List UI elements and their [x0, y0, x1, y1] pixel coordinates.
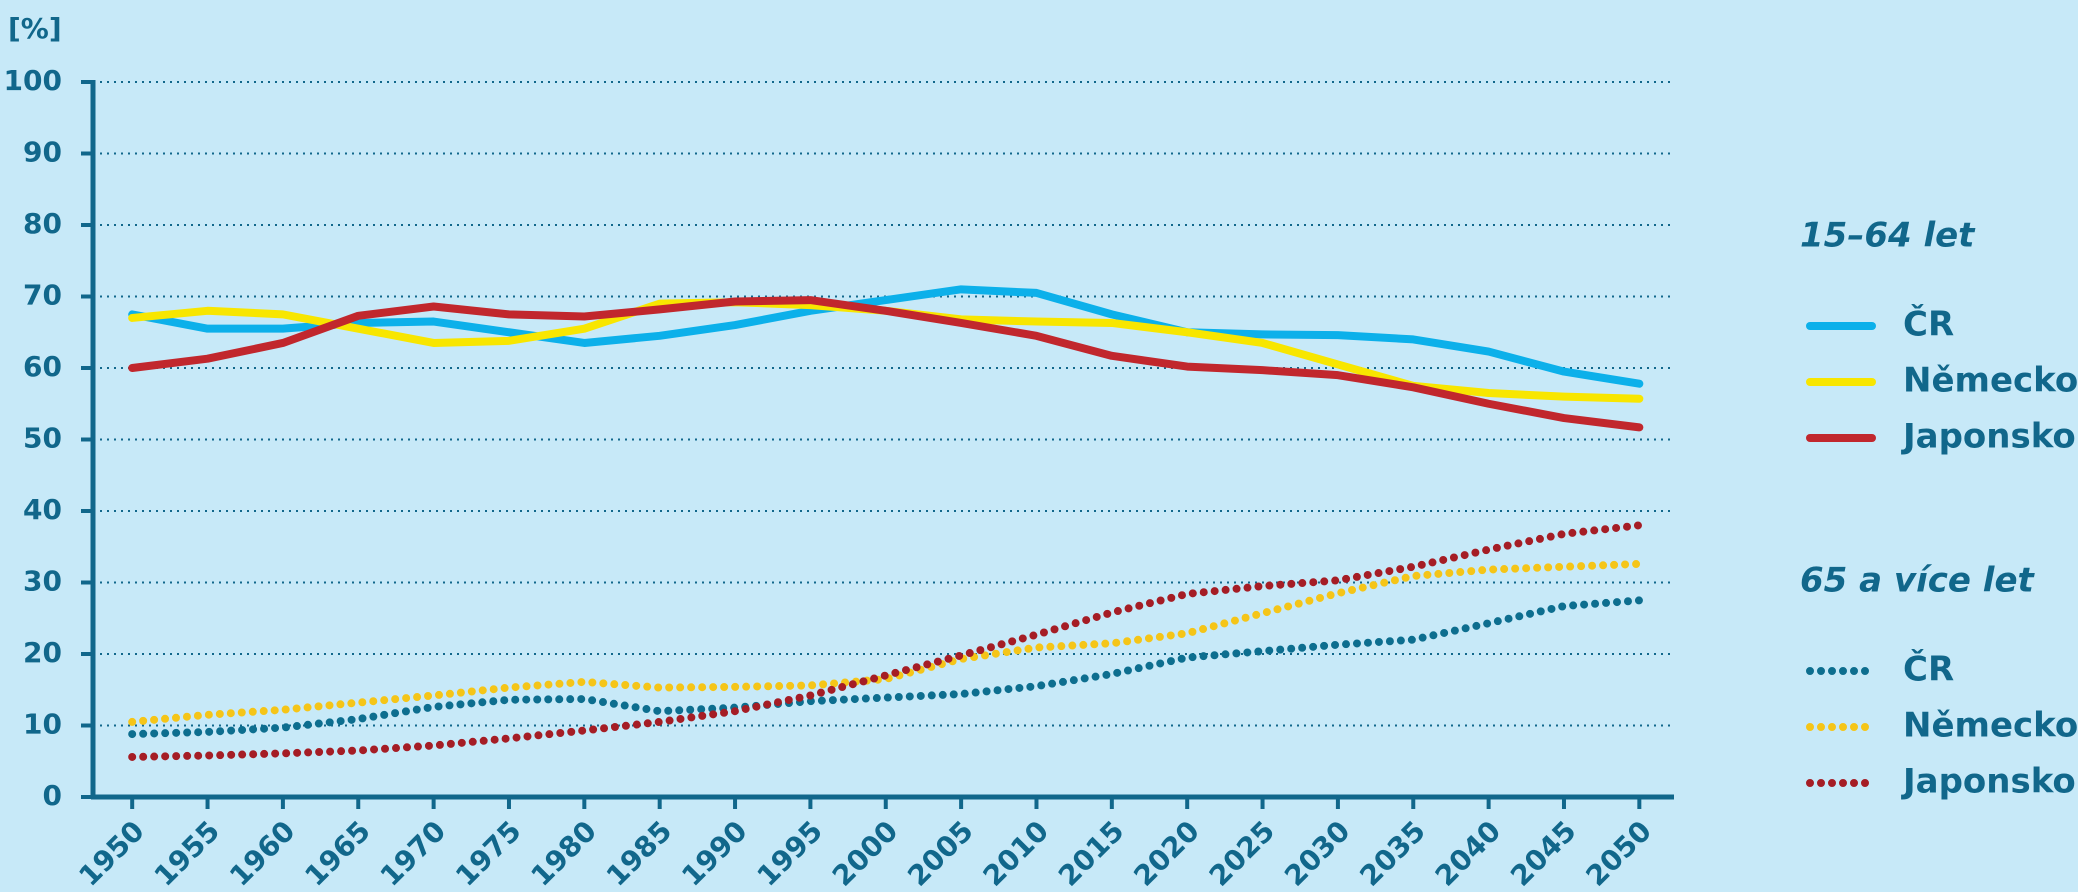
x-tick-label: 1955	[148, 814, 226, 892]
legend-group-title: 15–64 let	[1800, 216, 1976, 256]
x-tick-label: 2030	[1278, 814, 1356, 892]
legend-label: ČR	[1903, 304, 1954, 345]
data-line	[128, 285, 1644, 388]
x-tick-label: 2000	[826, 814, 904, 892]
y-tick-label: 50	[23, 422, 62, 455]
legend-label: Japonsko	[1901, 762, 2076, 802]
x-tick-label: 1960	[223, 814, 301, 892]
x-tick-label: 1980	[524, 814, 602, 892]
y-tick-label: 60	[23, 350, 62, 383]
y-tick-label: 30	[23, 565, 62, 598]
x-tick-label: 1990	[675, 814, 753, 892]
legend-label: Německo	[1903, 361, 2078, 401]
y-tick-label: 100	[4, 64, 62, 97]
legend-group-title: 65 a více let	[1800, 561, 2036, 601]
data-line	[128, 296, 1644, 432]
y-tick-label: 80	[23, 207, 62, 240]
x-tick-label: 2045	[1504, 814, 1582, 892]
x-tick-label: 2020	[1127, 814, 1205, 892]
data-line	[128, 596, 1644, 739]
x-tick-label: 2040	[1429, 814, 1507, 892]
y-tick-label: 10	[23, 708, 62, 741]
x-tick-label: 1995	[751, 814, 829, 892]
x-tick-label: 1985	[600, 814, 678, 892]
x-tick-label: 1965	[298, 814, 376, 892]
y-tick-label: 20	[23, 636, 62, 669]
x-tick-label: 2050	[1579, 814, 1657, 892]
y-tick-label: 40	[23, 493, 62, 526]
legend-label: ČR	[1903, 649, 1954, 690]
legend-label: Japonsko	[1901, 417, 2076, 457]
data-line	[128, 521, 1644, 761]
x-tick-label: 1975	[449, 814, 527, 892]
x-tick-label: 1970	[374, 814, 452, 892]
y-tick-label: 0	[43, 779, 62, 812]
x-tick-label: 2025	[1203, 814, 1281, 892]
x-tick-label: 2015	[1052, 814, 1130, 892]
y-tick-label: 90	[23, 136, 62, 169]
y-tick-label: 70	[23, 279, 62, 312]
x-tick-label: 2010	[977, 814, 1055, 892]
x-tick-label: 2035	[1353, 814, 1431, 892]
legend-label: Německo	[1903, 706, 2078, 746]
x-tick-label: 1950	[72, 814, 150, 892]
y-axis-label: [%]	[8, 12, 62, 45]
x-tick-label: 2005	[901, 814, 979, 892]
